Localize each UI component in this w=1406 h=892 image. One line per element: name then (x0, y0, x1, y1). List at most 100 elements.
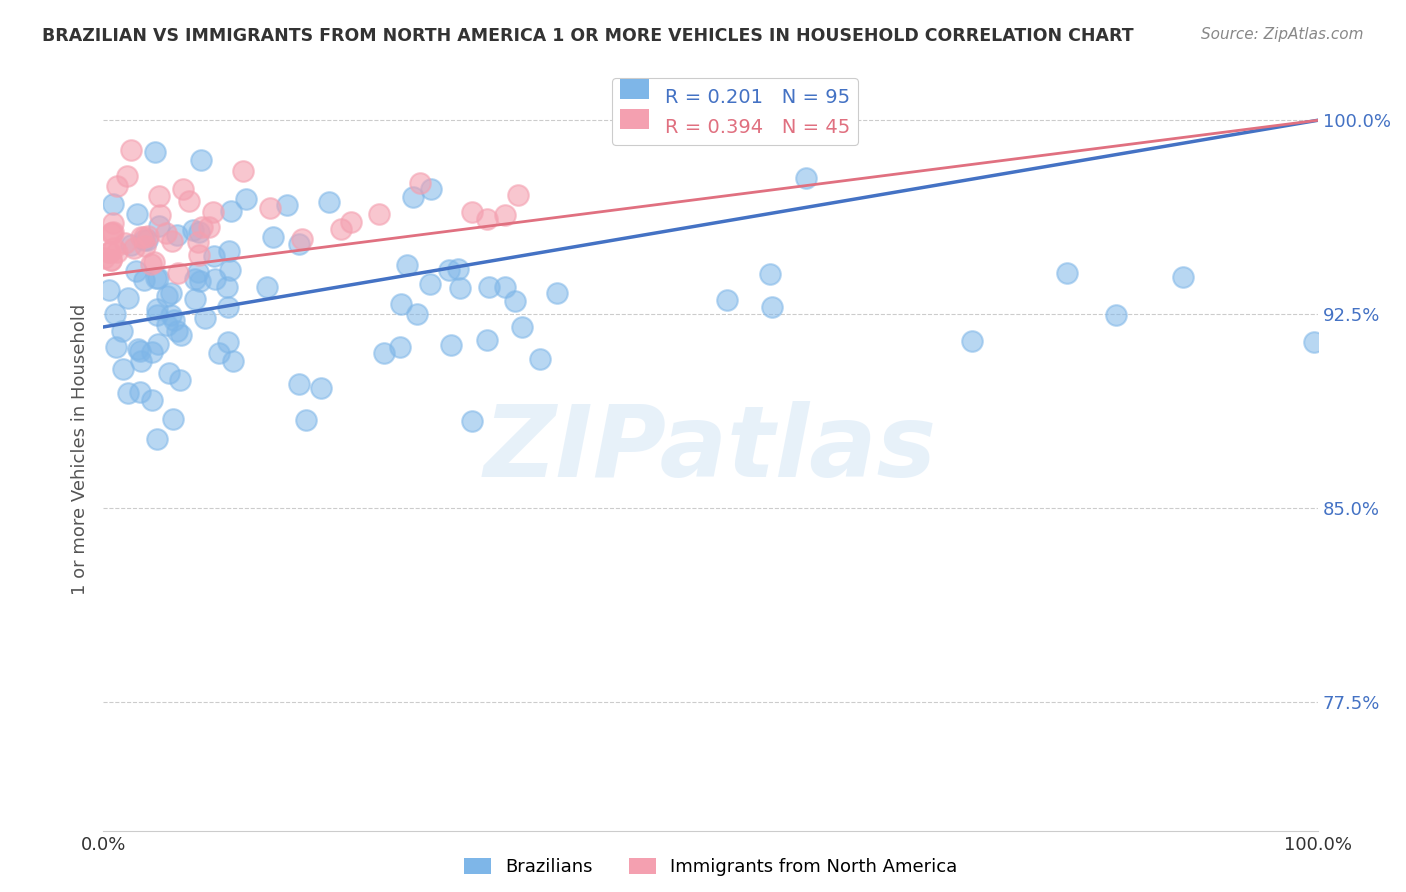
Point (190, 153, 212, 168)
Point (506, 187, 529, 202)
Point (440, 338, 463, 352)
Point (187, 235, 209, 249)
Point (166, 227, 188, 242)
Text: BRAZILIAN VS IMMIGRANTS FROM NORTH AMERICA 1 OR MORE VEHICLES IN HOUSEHOLD CORRE: BRAZILIAN VS IMMIGRANTS FROM NORTH AMERI… (42, 27, 1133, 45)
Point (287, 236, 309, 251)
Point (155, 227, 177, 241)
Point (148, 208, 170, 222)
Point (1173, 270, 1195, 285)
Point (132, 233, 155, 247)
Point (405, 307, 427, 321)
Point (98, 244, 121, 259)
Point (141, 393, 163, 408)
Point (716, 293, 738, 307)
Point (447, 262, 470, 277)
Point (136, 229, 159, 244)
Point (219, 263, 242, 277)
Y-axis label: 1 or more Vehicles in Household: 1 or more Vehicles in Household (72, 304, 89, 596)
Point (148, 219, 170, 234)
Point (288, 377, 311, 392)
Point (215, 280, 238, 294)
Point (396, 258, 419, 272)
Point (222, 354, 245, 368)
Point (449, 281, 471, 295)
Point (104, 340, 127, 354)
Point (510, 320, 533, 334)
Point (120, 144, 142, 158)
Point (188, 274, 211, 288)
Point (111, 361, 134, 376)
Point (177, 194, 200, 208)
Point (475, 333, 498, 347)
Point (117, 291, 139, 305)
Point (197, 220, 219, 235)
Point (478, 280, 501, 294)
Point (111, 324, 134, 338)
Point (503, 293, 526, 308)
Point (1303, 335, 1326, 350)
Point (162, 412, 184, 426)
Point (157, 366, 180, 380)
Point (181, 223, 204, 237)
Point (135, 233, 157, 247)
Text: ZIPatlas: ZIPatlas (484, 401, 938, 499)
Point (114, 235, 136, 250)
Point (221, 203, 243, 218)
Point (105, 179, 128, 194)
Point (409, 176, 432, 190)
Text: Source: ZipAtlas.com: Source: ZipAtlas.com (1201, 27, 1364, 42)
Point (494, 208, 516, 222)
Point (134, 229, 156, 244)
Point (129, 384, 152, 399)
Point (259, 201, 281, 215)
Point (759, 268, 782, 282)
Point (143, 145, 166, 159)
Point (98, 283, 121, 297)
Point (100, 252, 122, 267)
Point (101, 197, 124, 211)
Point (132, 272, 155, 286)
Point (166, 324, 188, 338)
Point (100, 253, 122, 268)
Point (145, 271, 167, 285)
Point (191, 220, 214, 235)
Point (460, 204, 482, 219)
Point (235, 192, 257, 206)
Point (141, 345, 163, 359)
Point (202, 249, 225, 263)
Point (217, 300, 239, 314)
Point (148, 189, 170, 203)
Point (156, 289, 179, 303)
Point (104, 307, 127, 321)
Point (318, 194, 340, 209)
Point (129, 230, 152, 244)
Point (160, 285, 183, 300)
Point (187, 247, 209, 261)
Point (134, 239, 156, 253)
Point (761, 300, 783, 314)
Point (100, 227, 122, 241)
Point (291, 232, 314, 246)
Point (156, 318, 179, 332)
Point (339, 215, 361, 229)
Point (146, 271, 169, 285)
Point (794, 171, 817, 186)
Point (98, 245, 121, 260)
Point (232, 163, 254, 178)
Point (93, 251, 115, 265)
Point (437, 262, 460, 277)
Point (187, 265, 209, 279)
Point (402, 190, 425, 204)
Point (139, 257, 162, 271)
Point (208, 345, 231, 359)
Point (142, 255, 165, 269)
Point (217, 334, 239, 349)
Point (256, 280, 278, 294)
Point (120, 237, 142, 252)
Point (169, 373, 191, 387)
Point (159, 308, 181, 322)
Point (105, 244, 128, 259)
Point (101, 225, 124, 239)
Point (103, 241, 125, 255)
Point (184, 272, 207, 286)
